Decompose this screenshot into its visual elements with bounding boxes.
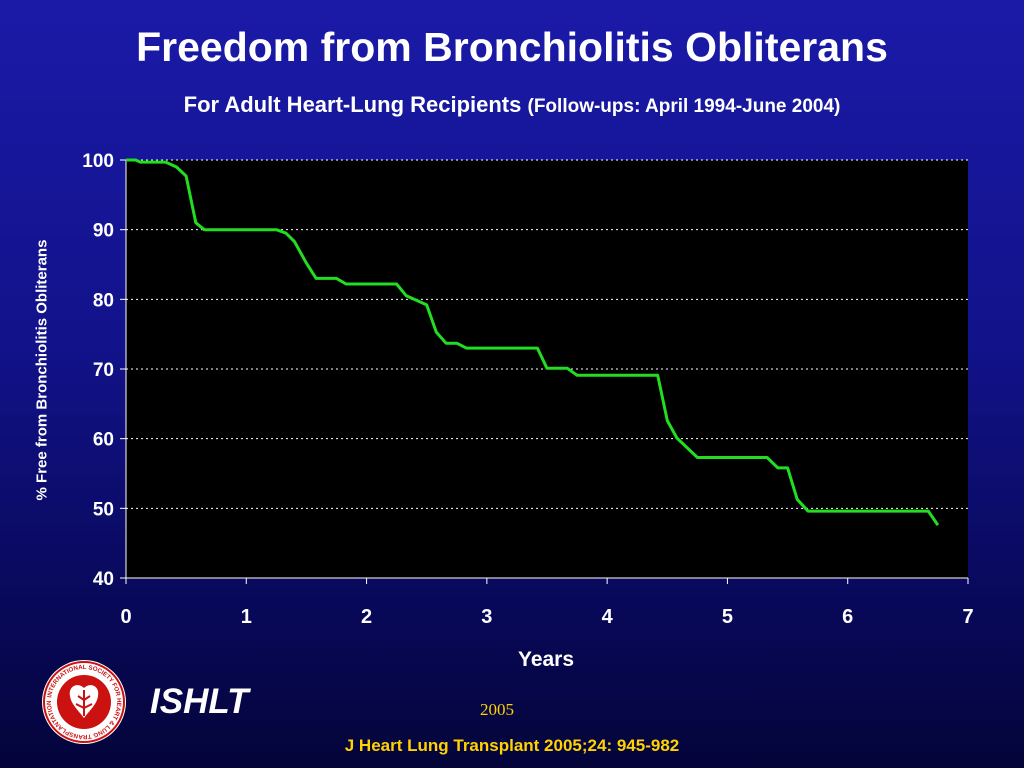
subtitle-follow-up-note: (Follow-ups: April 1994-June 2004) — [527, 96, 841, 117]
survival-chart: 40 50 60 70 80 90 100 0 1 2 3 4 5 6 7 — [82, 151, 973, 628]
slide-title: Freedom from Bronchiolitis Obliterans — [136, 24, 888, 70]
x-tick-label: 6 — [842, 606, 853, 628]
y-tick-label: 70 — [93, 360, 114, 381]
x-tick-label: 2 — [361, 606, 372, 628]
y-tick-label: 60 — [93, 430, 114, 451]
x-tick-label: 3 — [481, 606, 492, 628]
lung-branch-icon — [75, 690, 93, 716]
y-tick-label: 100 — [82, 151, 114, 172]
freedom-curve — [126, 158, 940, 526]
year-label: 2005 — [480, 700, 514, 719]
slide-subtitle: For Adult Heart-Lung Recipients (Follow-… — [0, 90, 1024, 122]
y-axis-label: % Free from Bronchiolitis Obliterans — [33, 239, 51, 501]
x-axis-label: Years — [517, 648, 575, 671]
y-tick-label: 80 — [93, 290, 114, 311]
logo-red-border — [43, 661, 125, 743]
y-tick-label: 40 — [93, 569, 114, 590]
x-tick-label: 0 — [120, 606, 131, 628]
x-tick-label: 1 — [241, 606, 252, 628]
brand-name: ISHLT — [150, 682, 249, 721]
subtitle-main: For Adult Heart-Lung Recipients — [183, 92, 522, 117]
ishlt-logo: INTERNATIONAL SOCIETY FOR HEART & LUNG T… — [42, 660, 126, 744]
x-tick-label: 4 — [602, 606, 614, 628]
citation: J Heart Lung Transplant 2005;24: 945-982 — [344, 736, 680, 755]
x-tick-label: 7 — [962, 606, 973, 628]
x-tick-label: 5 — [722, 606, 733, 628]
y-tick-label: 90 — [93, 221, 114, 242]
y-tick-label: 50 — [93, 499, 114, 520]
